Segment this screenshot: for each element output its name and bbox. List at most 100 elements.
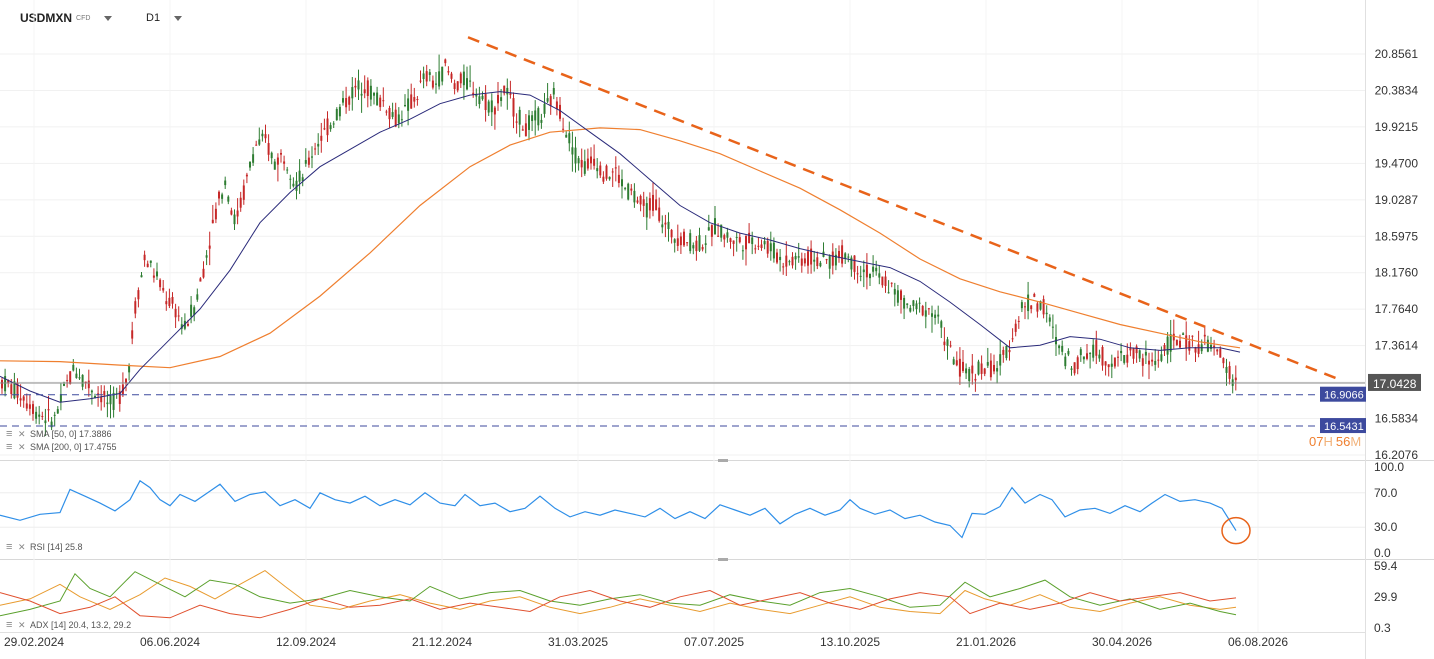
candle-body: [152, 275, 155, 278]
adx-series-line: [0, 589, 1237, 619]
candle-body: [856, 273, 859, 275]
candle-body: [540, 119, 543, 123]
trendline[interactable]: [467, 36, 1341, 381]
candle-body: [1048, 317, 1051, 322]
price-tick-label: 17.7640: [1375, 302, 1419, 316]
candle-body: [531, 115, 534, 122]
candle-body: [348, 96, 351, 105]
candle-body: [283, 161, 286, 164]
candle-body: [878, 273, 881, 278]
candle-body: [363, 89, 366, 94]
candle-body: [180, 324, 183, 329]
candle-body: [100, 396, 103, 403]
candle-body: [1182, 333, 1185, 335]
remove-indicator-icon: ✕: [18, 442, 26, 452]
candle-body: [379, 97, 382, 108]
timeframe-selector[interactable]: D1: [146, 9, 183, 27]
candle-body: [258, 139, 261, 145]
candle-body: [903, 297, 906, 309]
candle-body: [497, 94, 499, 104]
candle-body: [1, 379, 3, 389]
candle-body: [639, 196, 642, 205]
candle-body: [518, 109, 521, 125]
candle-body: [475, 93, 478, 97]
candle-body: [1191, 335, 1194, 337]
candle-body: [227, 196, 230, 202]
candle-body: [590, 156, 592, 164]
candle-body: [419, 80, 422, 82]
candle-body: [723, 235, 726, 240]
candle-body: [580, 159, 583, 168]
candle-body: [503, 85, 506, 94]
candle-body: [1089, 353, 1092, 355]
candle-body: [1228, 366, 1231, 379]
candle-body: [267, 143, 270, 155]
candle-body: [276, 157, 279, 165]
price-tick-label: 20.3834: [1375, 83, 1419, 97]
candle-body: [797, 256, 800, 258]
candle-body: [562, 128, 565, 130]
candle-body: [87, 380, 90, 389]
candle-body: [1008, 349, 1011, 353]
candle-body: [329, 125, 332, 130]
candle-body: [655, 199, 658, 211]
candle-body: [614, 167, 617, 169]
candle-body: [249, 161, 251, 168]
candle-body: [717, 235, 720, 237]
date-tick-label: 13.10.2025: [820, 635, 880, 649]
candle-body: [174, 308, 177, 318]
candle-body: [732, 240, 735, 244]
candle-body: [478, 96, 481, 105]
candle-body: [924, 310, 927, 317]
panel-resize-handle[interactable]: [718, 459, 728, 462]
candle-body: [97, 393, 100, 395]
candle-body: [884, 276, 887, 286]
candle-body: [943, 341, 946, 346]
candle-body: [103, 391, 106, 396]
candle-body: [1135, 346, 1138, 354]
candle-body: [763, 241, 766, 245]
symbol-selector[interactable]: USDMXN CFD: [20, 9, 113, 27]
candle-body: [977, 361, 980, 375]
candle-body: [16, 383, 19, 398]
candle-body: [125, 378, 127, 383]
date-tick-label: 30.04.2026: [1092, 635, 1152, 649]
date-tick-label: 12.09.2024: [276, 635, 336, 649]
candle-body: [952, 359, 955, 365]
axes: 20.8561 20.3834 19.9215 19.4700 19.0287 18.59…: [4, 47, 1418, 649]
candle-body: [1092, 344, 1095, 358]
candle-body: [233, 214, 236, 225]
date-tick-label: 29.02.2024: [4, 635, 64, 649]
sma200-line: [0, 127, 1241, 369]
candle-body: [958, 358, 961, 377]
candle-body: [190, 304, 193, 317]
remove-indicator-icon: ✕: [18, 620, 26, 630]
candle-body: [810, 248, 813, 265]
support-level-tag: [1320, 418, 1366, 434]
candle-body: [214, 208, 217, 220]
candle-body: [413, 97, 416, 102]
candle-body: [611, 171, 614, 173]
candle-body: [887, 292, 890, 294]
candle-body: [143, 254, 146, 261]
candle-body: [993, 364, 995, 372]
candle-body: [1151, 359, 1154, 362]
sma-legend-label: SMA [200, 0] 17.4755: [30, 442, 117, 452]
candle-body: [769, 243, 772, 252]
price-tick-label: 16.5834: [1375, 412, 1419, 426]
candle-body: [469, 80, 472, 82]
candle-body: [534, 110, 537, 121]
candle-body: [999, 354, 1002, 366]
candle-body: [524, 123, 527, 137]
candle-body: [875, 267, 878, 272]
candle-body: [459, 73, 462, 84]
candle-body: [766, 240, 769, 254]
price-panel: ≡ ✕ SMA [50, 0] 17.3886 ≡ ✕ SMA [200, 0] 17.4…: [0, 54, 1241, 453]
indicator-menu-icon: ≡: [6, 541, 12, 553]
panel-resize-handle[interactable]: [718, 558, 728, 561]
candle-body: [369, 85, 372, 100]
candle-body: [66, 380, 69, 382]
date-tick-label: 06.06.2024: [140, 635, 200, 649]
candle-body: [946, 339, 949, 346]
